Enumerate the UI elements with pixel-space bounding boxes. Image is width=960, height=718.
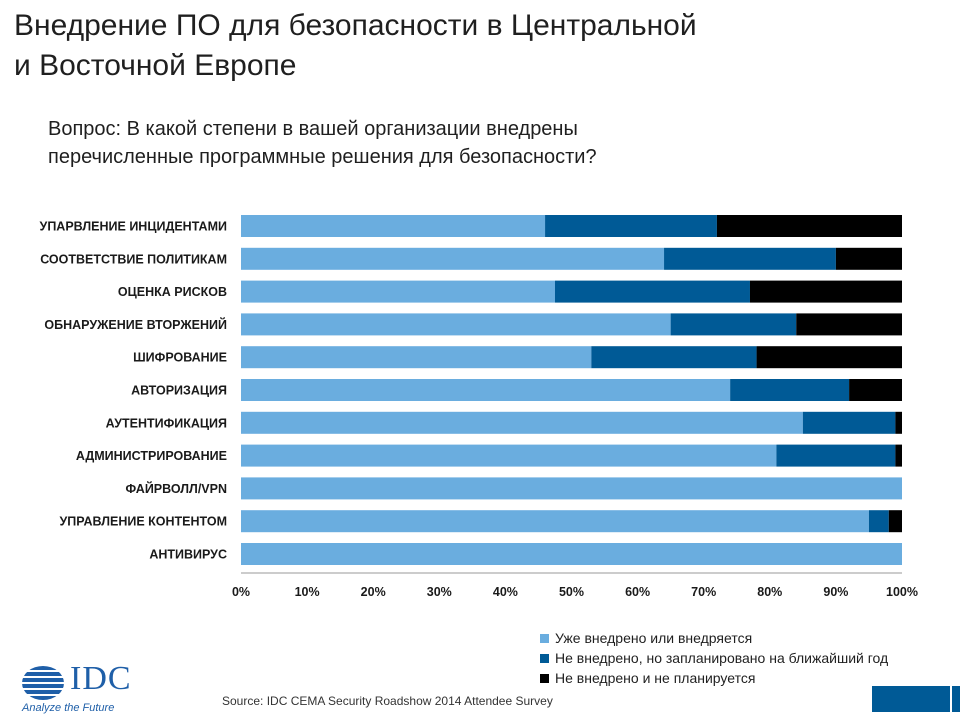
category-label: ОЦЕНКА РИСКОВ bbox=[118, 285, 227, 299]
x-tick-label: 80% bbox=[757, 585, 782, 599]
logo-text: IDC bbox=[70, 660, 132, 697]
x-tick-label: 90% bbox=[823, 585, 848, 599]
bar-segment-not-planned bbox=[716, 215, 902, 237]
category-label: АНТИВИРУС bbox=[149, 548, 227, 562]
bar-segment-implemented bbox=[241, 543, 902, 565]
bar-segment-planned bbox=[670, 313, 797, 336]
bar-segment-planned bbox=[802, 411, 896, 434]
bar-segment-implemented bbox=[241, 215, 546, 237]
bar-segment-not-planned bbox=[895, 444, 902, 467]
bar-segment-planned bbox=[730, 379, 850, 401]
legend-item-implemented: Уже внедрено или внедряется bbox=[540, 628, 888, 648]
category-label: АУТЕНТИФИКАЦИЯ bbox=[106, 416, 227, 430]
bar-segment-not-planned bbox=[849, 379, 902, 401]
page-title: Внедрение ПО для безопасности в Централь… bbox=[14, 6, 914, 86]
legend-item-planned: Не внедрено, но запланировано на ближайш… bbox=[540, 648, 888, 668]
logo-tagline: Analyze the Future bbox=[22, 702, 115, 714]
category-label: ФАЙРВОЛЛ/VPN bbox=[125, 481, 227, 496]
x-tick-label: 50% bbox=[559, 585, 584, 599]
title-line-1: Внедрение ПО для безопасности в Централь… bbox=[14, 9, 697, 42]
bar-segment-not-planned bbox=[756, 346, 902, 369]
legend-label-not-planned: Не внедрено и не планируется bbox=[555, 670, 756, 686]
bar-segment-planned bbox=[868, 510, 889, 533]
survey-question: Вопрос: В какой степени в вашей организа… bbox=[48, 115, 908, 171]
x-tick-label: 30% bbox=[427, 585, 452, 599]
category-label: ШИФРОВАНИЕ bbox=[133, 351, 227, 365]
legend-label-implemented: Уже внедрено или внедряется bbox=[555, 630, 753, 646]
bar-segment-planned bbox=[591, 346, 757, 369]
bar-segment-implemented bbox=[241, 411, 803, 434]
legend-item-not-planned: Не внедрено и не планируется bbox=[540, 668, 888, 688]
bar-segment-implemented bbox=[241, 510, 869, 533]
question-line-2: перечисленные программные решения для бе… bbox=[48, 146, 597, 168]
bar-segment-planned bbox=[664, 247, 836, 270]
category-label: СООТВЕТСТВИЕ ПОЛИТИКАМ bbox=[40, 252, 227, 266]
bar-segment-not-planned bbox=[888, 510, 902, 533]
legend-swatch-not-planned bbox=[540, 673, 549, 683]
bar-segment-not-planned bbox=[835, 247, 902, 270]
bar-segment-not-planned bbox=[895, 411, 902, 434]
decorative-bar bbox=[872, 686, 950, 712]
bar-segment-not-planned bbox=[796, 313, 902, 336]
bar-segment-planned bbox=[776, 444, 896, 467]
legend-swatch-implemented bbox=[540, 633, 549, 643]
x-tick-label: 40% bbox=[493, 585, 518, 599]
bar-segment-planned bbox=[545, 215, 717, 237]
chart-legend: Уже внедрено или внедряется Не внедрено,… bbox=[540, 628, 888, 688]
bar-segment-implemented bbox=[241, 280, 555, 303]
bar-segment-planned bbox=[554, 280, 750, 303]
x-tick-label: 20% bbox=[361, 585, 386, 599]
bar-segment-implemented bbox=[241, 444, 777, 467]
legend-swatch-planned bbox=[540, 653, 549, 663]
title-line-2: и Восточной Европе bbox=[14, 49, 297, 82]
x-tick-label: 10% bbox=[295, 585, 320, 599]
bar-segment-implemented bbox=[241, 346, 592, 369]
x-tick-label: 100% bbox=[886, 585, 918, 599]
question-line-1: Вопрос: В какой степени в вашей организа… bbox=[48, 118, 578, 140]
category-label: АДМИНИСТРИРОВАНИЕ bbox=[76, 449, 227, 463]
category-label: УПАРВЛЕНИЕ ИНЦИДЕНТАМИ bbox=[40, 220, 227, 234]
idc-logo: IDC Analyze the Future bbox=[22, 660, 162, 714]
bar-segment-implemented bbox=[241, 379, 731, 401]
category-label: ОБНАРУЖЕНИЕ ВТОРЖЕНИЙ bbox=[44, 317, 227, 332]
category-label: АВТОРИЗАЦИЯ bbox=[131, 384, 227, 398]
bar-segment-not-planned bbox=[749, 280, 902, 303]
decorative-bar-end bbox=[952, 686, 960, 712]
legend-label-planned: Не внедрено, но запланировано на ближайш… bbox=[555, 650, 889, 666]
stacked-bar-chart: УПАРВЛЕНИЕ ИНЦИДЕНТАМИ СООТВЕТСТВИЕ ПОЛИТ… bbox=[40, 215, 918, 599]
x-tick-label: 0% bbox=[232, 585, 250, 599]
bar-segment-implemented bbox=[241, 247, 665, 270]
x-tick-label: 70% bbox=[691, 585, 716, 599]
bar-segment-implemented bbox=[241, 477, 902, 500]
globe-icon bbox=[22, 666, 64, 700]
bar-segment-implemented bbox=[241, 313, 671, 336]
category-label: УПРАВЛЕНИЕ КОНТЕНТОМ bbox=[59, 515, 227, 529]
source-note: Source: IDC CEMA Security Roadshow 2014 … bbox=[222, 694, 553, 708]
x-tick-label: 60% bbox=[625, 585, 650, 599]
